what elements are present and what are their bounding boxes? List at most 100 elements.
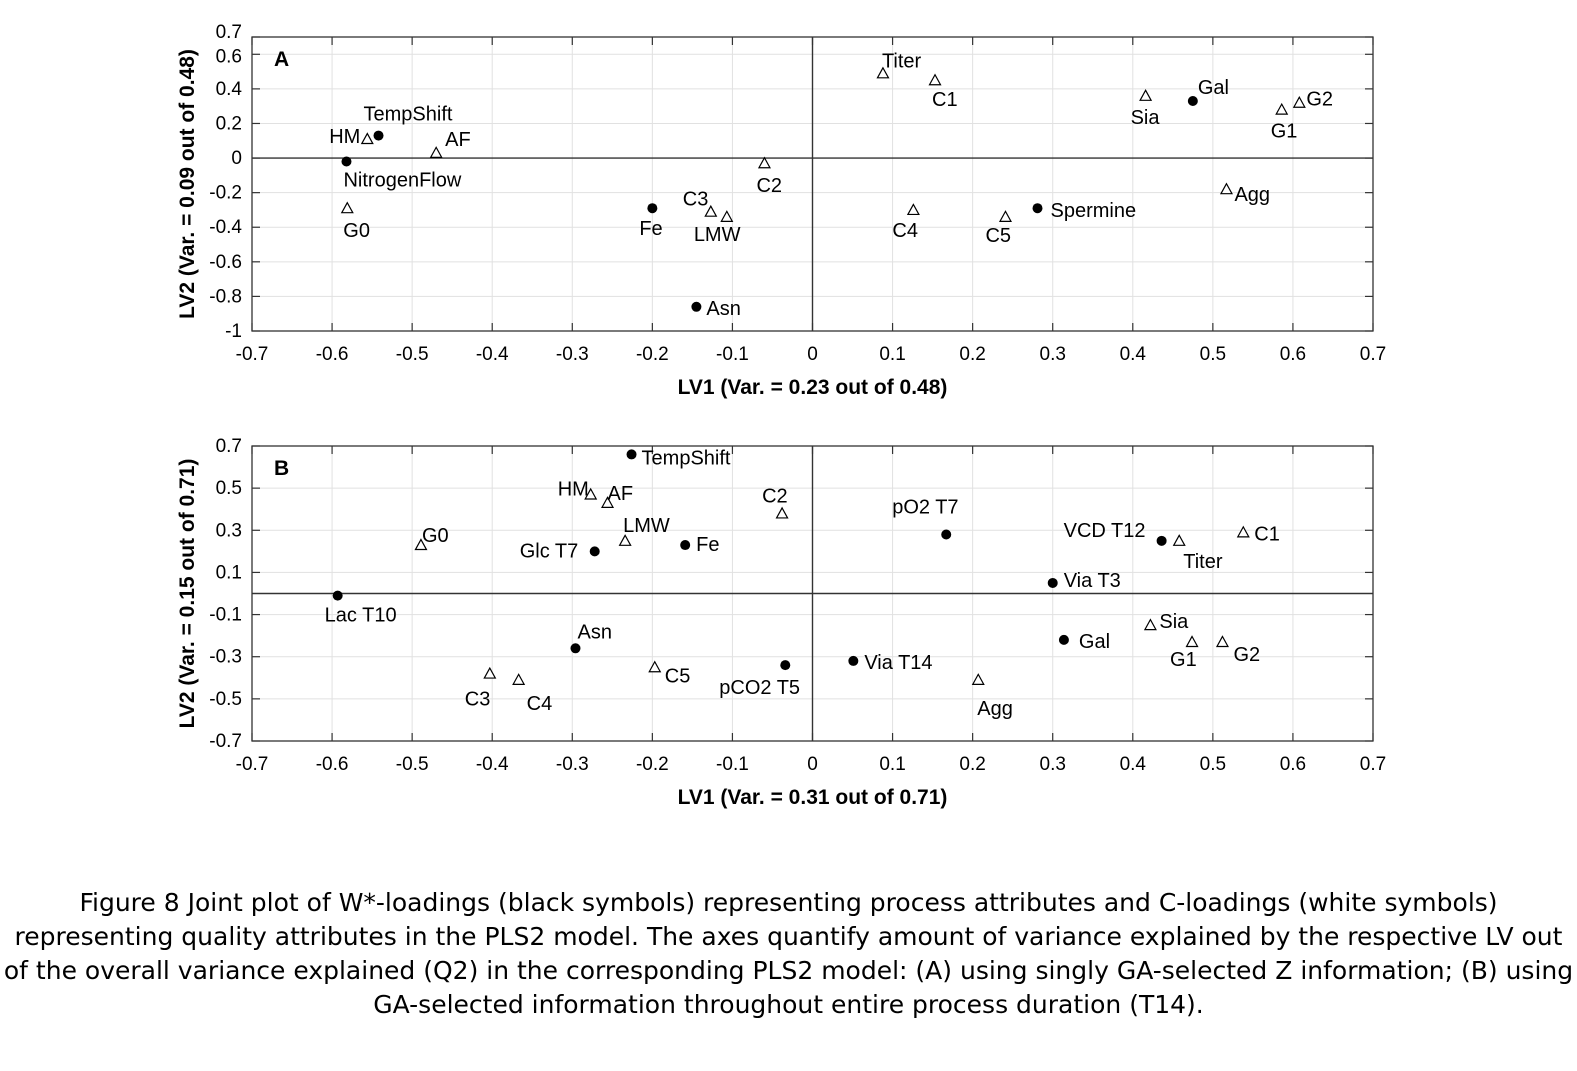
process-label-gal: Gal	[1079, 631, 1110, 653]
process-point-po2-t7	[941, 529, 952, 540]
x-tick-label: -0.3	[556, 754, 589, 775]
process-point-gal	[1058, 634, 1069, 645]
x-tick-label: -0.4	[476, 344, 509, 365]
quality-label-af: AF	[445, 129, 471, 151]
x-tick-label: 0.7	[1360, 344, 1386, 365]
y-tick-label: 0.7	[216, 22, 242, 43]
process-label-asn: Asn	[577, 621, 611, 643]
quality-label-lmw: LMW	[694, 224, 741, 246]
quality-label-g2: G2	[1306, 89, 1333, 111]
y-tick-label: -0.4	[209, 217, 242, 238]
process-point-glc-t7	[589, 546, 600, 557]
quality-label-c3: C3	[465, 689, 491, 711]
panel-letter: B	[274, 457, 289, 480]
x-tick-label: 0.3	[1040, 344, 1066, 365]
quality-label-c1: C1	[932, 89, 958, 111]
quality-point-titer	[1172, 534, 1186, 546]
x-tick-label: 0.3	[1040, 754, 1066, 775]
process-point-fe	[680, 540, 691, 551]
x-tick-label: -0.5	[396, 344, 429, 365]
figure-caption: Figure 8 Joint plot of W*-loadings (blac…	[3, 888, 1574, 1019]
x-tick-label: 0.5	[1200, 344, 1226, 365]
process-point-tempshift	[373, 130, 384, 141]
process-label-fe: Fe	[639, 218, 662, 240]
y-tick-label: 0.4	[216, 79, 243, 100]
panel-letter: A	[274, 48, 289, 71]
process-point-pco2-t5	[780, 660, 791, 671]
process-label-pco2-t5: pCO2 T5	[719, 677, 800, 699]
x-tick-label: -0.7	[236, 754, 269, 775]
process-label-glc-t7: Glc T7	[520, 540, 579, 562]
process-label-asn: Asn	[706, 298, 740, 320]
process-point-fe	[647, 203, 658, 214]
process-point-spermine	[1032, 203, 1043, 214]
joint-plot-figure: -0.7 -0.6 -0.5 -0.4 -0.3 -0.2 -0.1 0 0.1 0.2 0.3 0.…	[176, 22, 1386, 809]
x-tick-label: -0.4	[476, 754, 509, 775]
quality-label-c2: C2	[756, 175, 782, 197]
quality-point-c5	[998, 210, 1012, 222]
quality-point-c1	[1236, 525, 1250, 538]
quality-label-g0: G0	[343, 220, 370, 242]
y-tick-label: -0.6	[209, 252, 242, 273]
quality-point-lmw	[720, 210, 734, 222]
quality-point-g1	[1275, 102, 1289, 115]
quality-label-hm: HM	[329, 126, 360, 148]
quality-point-g1	[1185, 635, 1199, 648]
quality-label-g1: G1	[1170, 649, 1197, 671]
quality-point-sia	[1139, 89, 1153, 101]
quality-point-hm	[360, 132, 374, 145]
x-tick-label: 0.2	[959, 344, 985, 365]
y-tick-label: 0.2	[216, 113, 242, 134]
quality-point-c5	[648, 660, 662, 673]
y-tick-label: -0.2	[209, 183, 242, 204]
quality-point-c4	[512, 673, 526, 685]
quality-point-c2	[757, 156, 771, 169]
quality-label-sia: Sia	[1159, 611, 1189, 633]
x-tick-label: 0.1	[879, 754, 905, 775]
quality-label-c5: C5	[665, 665, 691, 687]
quality-point-c3	[704, 204, 718, 217]
y-tick-label: -0.7	[209, 731, 242, 752]
process-label-lac-t10: Lac T10	[325, 605, 397, 627]
x-tick-label: -0.1	[716, 344, 749, 365]
quality-label-g1: G1	[1271, 121, 1298, 143]
x-tick-label: -0.6	[316, 754, 349, 775]
process-point-via-t3	[1047, 577, 1058, 588]
process-label-gal: Gal	[1198, 77, 1229, 99]
x-tick-label: 0.5	[1200, 754, 1226, 775]
x-tick-label: 0.4	[1120, 754, 1147, 775]
x-tick-label: 0.6	[1280, 754, 1306, 775]
quality-point-g2	[1215, 635, 1229, 648]
x-tick-label: 0.7	[1360, 754, 1386, 775]
process-point-gal	[1187, 95, 1198, 106]
process-label-spermine: Spermine	[1051, 200, 1137, 222]
quality-label-af: AF	[608, 483, 634, 505]
quality-label-c3: C3	[683, 189, 709, 211]
x-tick-label: 0.2	[959, 754, 985, 775]
x-axis-title: LV1 (Var. = 0.31 out of 0.71)	[678, 786, 948, 809]
panel-a: -0.7 -0.6 -0.5 -0.4 -0.3 -0.2 -0.1 0 0.1 0.2 0.3 0.…	[176, 22, 1386, 399]
x-tick-label: -0.2	[636, 344, 669, 365]
quality-label-hm: HM	[558, 478, 589, 500]
process-point-vcd-t12	[1156, 535, 1167, 546]
y-tick-label: -0.8	[209, 286, 242, 307]
x-tick-label: -0.6	[316, 344, 349, 365]
x-tick-label: -0.2	[636, 754, 669, 775]
quality-point-c3	[483, 666, 497, 679]
quality-point-sia	[1143, 618, 1157, 631]
quality-point-agg	[1219, 182, 1233, 195]
quality-label-c4: C4	[892, 220, 918, 242]
quality-label-titer: Titer	[882, 50, 922, 72]
y-tick-label: 0.5	[216, 478, 242, 499]
x-tick-label: 0	[807, 754, 818, 775]
quality-point-agg	[971, 673, 985, 685]
y-tick-label: 0.7	[216, 436, 242, 457]
quality-point-lmw	[618, 534, 632, 546]
quality-label-sia: Sia	[1131, 107, 1161, 129]
quality-point-af	[429, 146, 443, 158]
process-point-asn	[691, 301, 702, 312]
y-tick-label: 0.1	[216, 562, 242, 583]
y-tick-label: 0.3	[216, 520, 242, 541]
process-label-tempshift: TempShift	[642, 447, 731, 469]
process-label-po2-t7: pO2 T7	[892, 497, 958, 519]
